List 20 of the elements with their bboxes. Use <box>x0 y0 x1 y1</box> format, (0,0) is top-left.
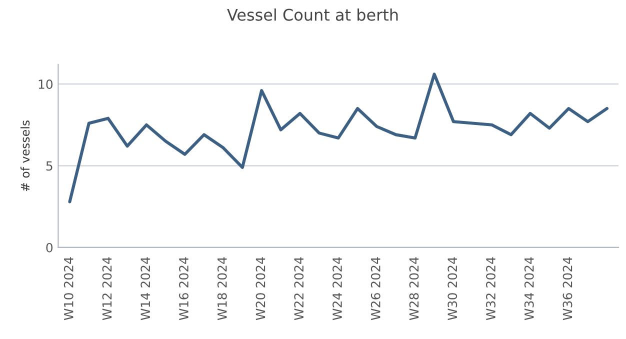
line-series <box>68 72 609 204</box>
x-tick-label: W30 2024 <box>448 257 458 320</box>
x-tick-label: W14 2024 <box>140 257 150 320</box>
x-tick-label: W20 2024 <box>256 257 266 320</box>
x-tick-label: W22 2024 <box>294 257 304 320</box>
x-tick-label: W36 2024 <box>562 257 572 320</box>
x-tick-label: W24 2024 <box>332 257 342 320</box>
x-tick-label: W32 2024 <box>486 257 496 320</box>
y-tick-label: 0 <box>46 242 53 252</box>
x-tick-label: W26 2024 <box>370 257 380 320</box>
x-tick-label: W34 2024 <box>524 257 534 320</box>
x-tick-label: W28 2024 <box>409 257 419 320</box>
x-tick-label: W16 2024 <box>179 257 188 320</box>
x-tick-label: W12 2024 <box>102 257 112 320</box>
y-tick-label: 10 <box>38 79 53 89</box>
y-axis-title: # of vessels <box>20 120 30 192</box>
x-tick-label: W18 2024 <box>217 257 227 320</box>
y-tick-label: 5 <box>46 161 52 171</box>
x-tick-label: W10 2024 <box>64 257 74 320</box>
chart-title: Vessel Count at berth <box>227 8 398 21</box>
